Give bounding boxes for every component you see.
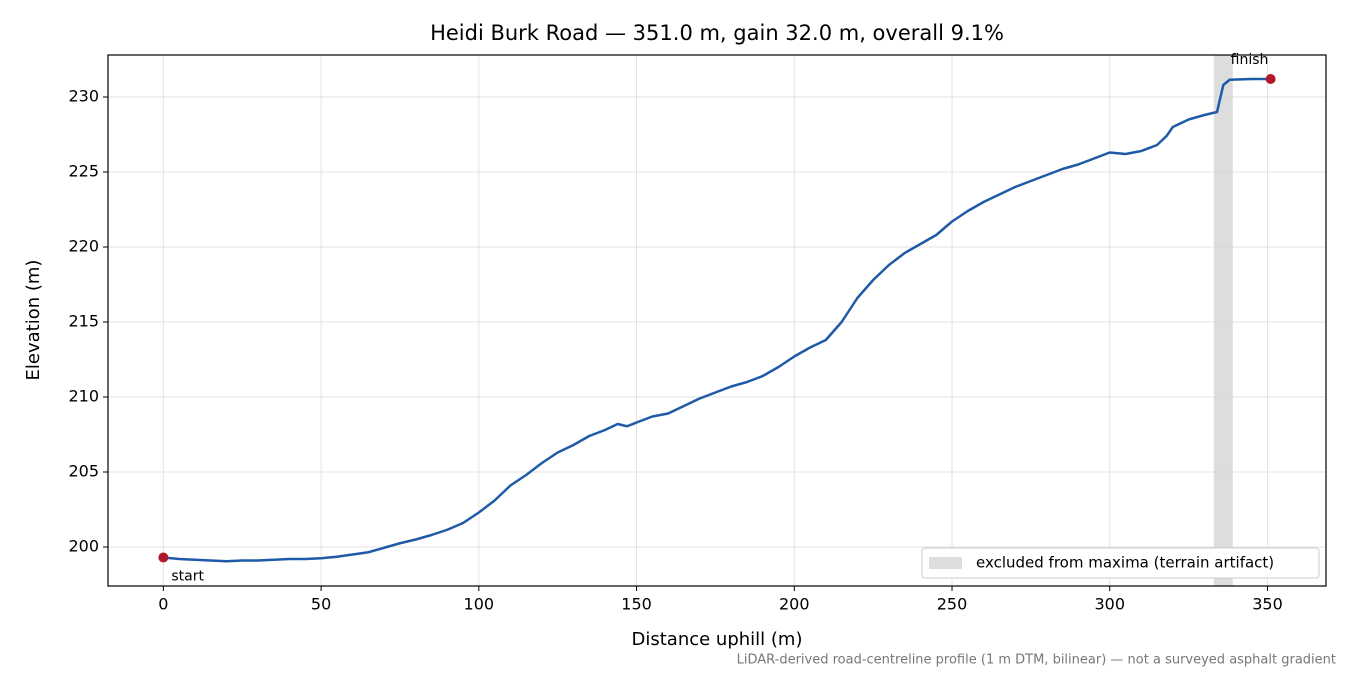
x-tick-label: 100	[464, 595, 495, 614]
endpoint-label: finish	[1231, 52, 1269, 68]
elevation-line	[163, 77, 1271, 563]
endpoint-marker	[158, 552, 169, 563]
y-tick-label: 210	[68, 387, 99, 406]
y-tick-label: 230	[68, 87, 99, 106]
x-tick-label: 50	[311, 595, 331, 614]
x-axis-label: Distance uphill (m)	[632, 629, 803, 650]
x-tick-label: 300	[1094, 595, 1125, 614]
y-tick-label: 225	[68, 162, 99, 181]
x-tick-label: 0	[158, 595, 168, 614]
y-axis-label: Elevation (m)	[23, 260, 44, 381]
endpoint-marker	[1265, 74, 1276, 84]
legend-label: excluded from maxima (terrain artifact)	[976, 554, 1274, 572]
plot-frame	[107, 54, 1327, 587]
y-tick-label: 220	[68, 237, 99, 256]
legend-swatch	[929, 557, 962, 569]
x-tick-label: 200	[779, 595, 810, 614]
excluded-span	[1213, 55, 1233, 586]
y-tick-label: 205	[68, 462, 99, 481]
x-tick-label: 350	[1252, 595, 1283, 614]
footnote: LiDAR-derived road-centreline profile (1…	[737, 653, 1336, 668]
x-tick-label: 150	[621, 595, 652, 614]
legend-box	[921, 547, 1320, 579]
x-tick-label: 250	[937, 595, 968, 614]
y-tick-label: 200	[68, 537, 99, 556]
y-tick-label: 215	[68, 312, 99, 331]
endpoint-label: start	[171, 569, 204, 585]
chart-title: Heidi Burk Road — 351.0 m, gain 32.0 m, …	[430, 21, 1004, 45]
